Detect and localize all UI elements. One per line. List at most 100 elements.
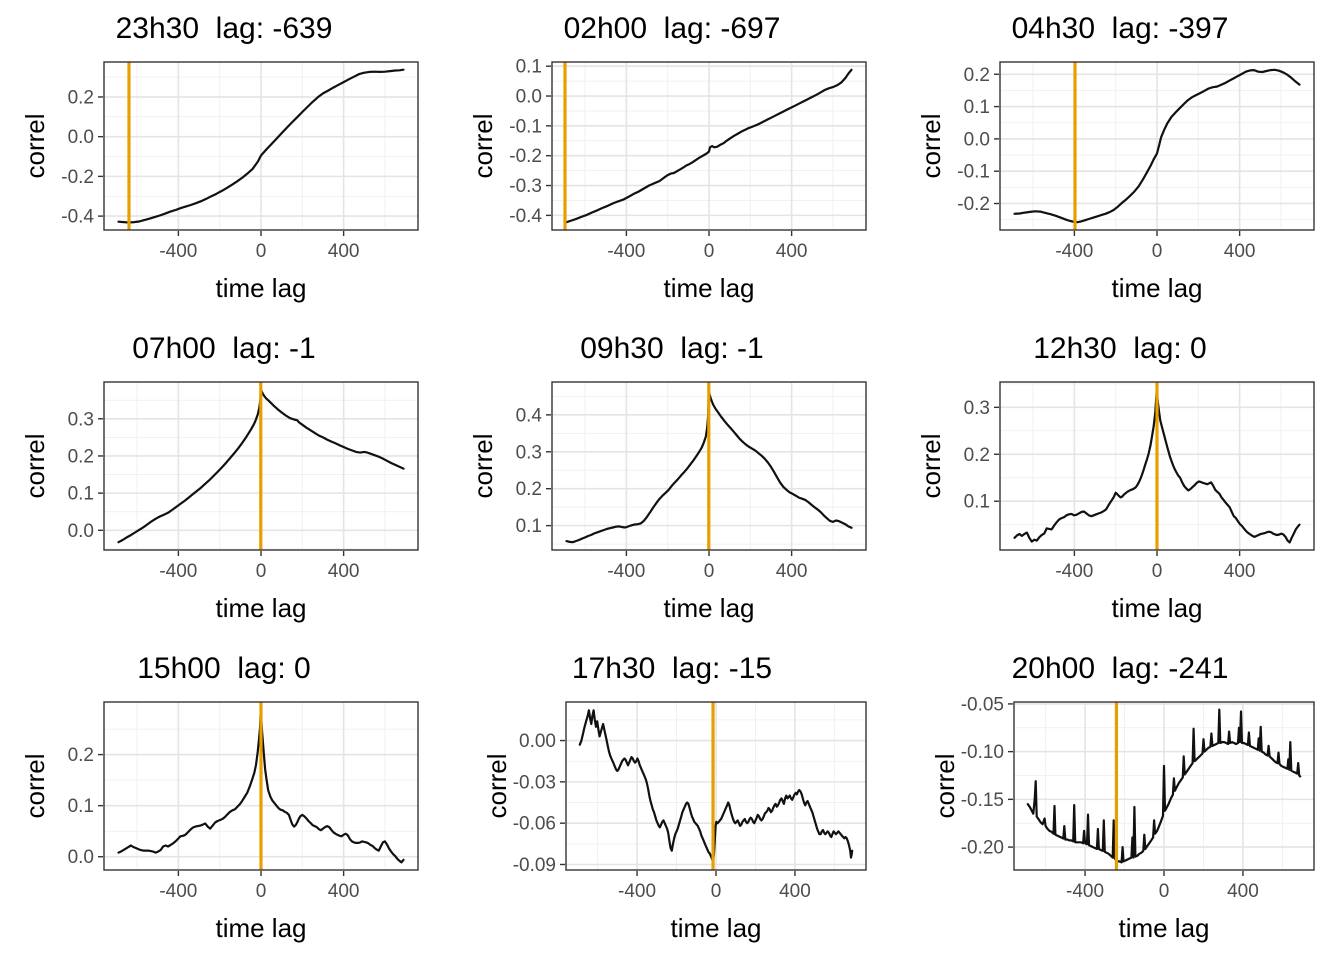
chart-svg-07h00: -400 0 400 0.3 0.2 0.1 0.0 07h00 lag: -1 time la… bbox=[20, 332, 419, 623]
x-tick-label: -400 bbox=[1055, 241, 1093, 262]
y-axis-title: correl bbox=[482, 753, 512, 818]
chart-svg-17h30: -400 0 400 0.00 -0.03 -0.06 -0.09 17h30 lag: -1… bbox=[482, 652, 867, 943]
x-tick-label: 400 bbox=[1224, 241, 1256, 262]
y-tick-label: -0.2 bbox=[509, 146, 542, 167]
panel-border bbox=[565, 701, 867, 871]
x-axis-title: time lag bbox=[215, 593, 306, 623]
correlation-line bbox=[578, 709, 854, 863]
x-tick-label: -400 bbox=[1066, 881, 1104, 902]
y-tick-label: -0.20 bbox=[961, 838, 1004, 859]
x-tick-label: -400 bbox=[618, 881, 656, 902]
panel-border bbox=[103, 61, 419, 231]
y-tick-label: -0.10 bbox=[961, 742, 1004, 763]
correlation-line bbox=[1013, 68, 1301, 224]
panel-border bbox=[1013, 701, 1315, 871]
x-tick-label: 0 bbox=[704, 561, 715, 582]
y-tick-label: -0.4 bbox=[61, 207, 94, 228]
y-axis-title: correl bbox=[20, 113, 50, 178]
y-tick-label: 0.0 bbox=[964, 129, 990, 150]
correlation-line bbox=[1013, 388, 1301, 544]
y-tick-label: 0.00 bbox=[519, 731, 556, 752]
y-tick-label: 0.2 bbox=[964, 445, 990, 466]
x-tick-label: -400 bbox=[1055, 561, 1093, 582]
x-axis-title: time lag bbox=[1111, 273, 1202, 303]
x-tick-label: -400 bbox=[607, 241, 645, 262]
x-tick-label: 0 bbox=[704, 241, 715, 262]
plot-title: 04h30 lag: -397 bbox=[1012, 12, 1229, 45]
y-tick-label: 0.1 bbox=[68, 796, 94, 817]
subplot-15h00: -400 0 400 0.2 0.1 0.0 15h00 lag: 0 time lag cor… bbox=[0, 640, 448, 960]
x-tick-label: 0 bbox=[1152, 561, 1163, 582]
x-tick-label: 0 bbox=[256, 241, 267, 262]
y-tick-label: 0.2 bbox=[68, 745, 94, 766]
x-tick-label: 400 bbox=[779, 881, 811, 902]
subplot-07h00: -400 0 400 0.3 0.2 0.1 0.0 07h00 lag: -1 time la… bbox=[0, 320, 448, 640]
x-tick-label: 400 bbox=[328, 241, 360, 262]
x-axis-title: time lag bbox=[215, 273, 306, 303]
y-axis-title: correl bbox=[468, 433, 498, 498]
y-tick-label: 0.2 bbox=[964, 65, 990, 86]
y-tick-label: -0.2 bbox=[957, 194, 990, 215]
correlation-line bbox=[117, 68, 405, 224]
y-tick-label: -0.06 bbox=[513, 814, 556, 835]
x-tick-label: 400 bbox=[1224, 561, 1256, 582]
y-tick-label: 0.4 bbox=[516, 405, 543, 426]
y-tick-label: -0.05 bbox=[961, 694, 1004, 715]
y-tick-label: 0.1 bbox=[964, 492, 990, 513]
plot-title: 07h00 lag: -1 bbox=[132, 332, 315, 365]
x-axis-title: time lag bbox=[1118, 913, 1209, 943]
y-tick-label: 0.2 bbox=[68, 446, 94, 467]
correlation-line bbox=[1026, 708, 1302, 864]
x-tick-label: -400 bbox=[159, 881, 197, 902]
x-tick-label: -400 bbox=[607, 561, 645, 582]
chart-svg-02h00: -400 0 400 0.1 0.0 -0.1 -0.2 -0.3 -0.4 02h00 lag:… bbox=[468, 12, 867, 303]
y-tick-label: 0.2 bbox=[516, 479, 542, 500]
y-tick-label: 0.1 bbox=[516, 516, 542, 537]
x-tick-label: 400 bbox=[328, 881, 360, 902]
plot-title: 15h00 lag: 0 bbox=[137, 652, 310, 685]
x-tick-label: 0 bbox=[256, 561, 267, 582]
subplot-23h30: -400 0 400 0.2 0.0 -0.2 -0.4 23h30 lag: -639 tim… bbox=[0, 0, 448, 320]
y-tick-label: 0.0 bbox=[68, 127, 94, 148]
subplot-12h30: -400 0 400 0.3 0.2 0.1 12h30 lag: 0 time lag cor… bbox=[896, 320, 1344, 640]
correlation-line bbox=[565, 68, 853, 224]
y-tick-label: 0.1 bbox=[516, 57, 542, 78]
x-tick-label: 0 bbox=[256, 881, 267, 902]
x-tick-label: -400 bbox=[159, 561, 197, 582]
y-axis-title: correl bbox=[916, 113, 946, 178]
y-axis-title: correl bbox=[20, 753, 50, 818]
panel-border bbox=[551, 381, 867, 551]
x-axis-title: time lag bbox=[215, 913, 306, 943]
x-tick-label: 400 bbox=[1227, 881, 1259, 902]
y-axis-title: correl bbox=[468, 113, 498, 178]
y-axis-title: correl bbox=[20, 433, 50, 498]
x-tick-label: -400 bbox=[159, 241, 197, 262]
plot-title: 12h30 lag: 0 bbox=[1033, 332, 1206, 365]
panel-border bbox=[999, 381, 1315, 551]
y-tick-label: -0.09 bbox=[513, 855, 556, 876]
y-tick-label: 0.1 bbox=[964, 97, 990, 118]
chart-svg-20h00: -400 0 400 -0.05 -0.10 -0.15 -0.20 20h00 lag: -… bbox=[930, 652, 1315, 943]
y-tick-label: -0.1 bbox=[957, 162, 990, 183]
subplot-17h30: -400 0 400 0.00 -0.03 -0.06 -0.09 17h30 lag: -1… bbox=[448, 640, 896, 960]
x-tick-label: 0 bbox=[711, 881, 722, 902]
y-tick-label: 0.0 bbox=[516, 87, 542, 108]
chart-svg-15h00: -400 0 400 0.2 0.1 0.0 15h00 lag: 0 time lag cor… bbox=[20, 652, 419, 943]
y-tick-label: -0.1 bbox=[509, 116, 542, 137]
subplot-02h00: -400 0 400 0.1 0.0 -0.1 -0.2 -0.3 -0.4 02h00 lag:… bbox=[448, 0, 896, 320]
y-tick-label: -0.03 bbox=[513, 772, 556, 793]
chart-svg-12h30: -400 0 400 0.3 0.2 0.1 12h30 lag: 0 time lag cor… bbox=[916, 332, 1315, 623]
panel-border bbox=[103, 381, 419, 551]
y-axis-title: correl bbox=[916, 433, 946, 498]
plot-title: 17h30 lag: -15 bbox=[572, 652, 772, 685]
y-tick-label: -0.2 bbox=[61, 167, 94, 188]
subplot-20h00: -400 0 400 -0.05 -0.10 -0.15 -0.20 20h00 lag: -… bbox=[896, 640, 1344, 960]
subplot-09h30: -400 0 400 0.4 0.3 0.2 0.1 09h30 lag: -1 time la… bbox=[448, 320, 896, 640]
y-tick-label: -0.15 bbox=[961, 790, 1004, 811]
x-axis-title: time lag bbox=[663, 593, 754, 623]
panel-border bbox=[999, 61, 1315, 231]
plot-title: 09h30 lag: -1 bbox=[580, 332, 763, 365]
chart-svg-04h30: -400 0 400 0.2 0.1 0.0 -0.1 -0.2 04h30 lag: -397… bbox=[916, 12, 1315, 303]
correlation-line bbox=[117, 708, 405, 864]
